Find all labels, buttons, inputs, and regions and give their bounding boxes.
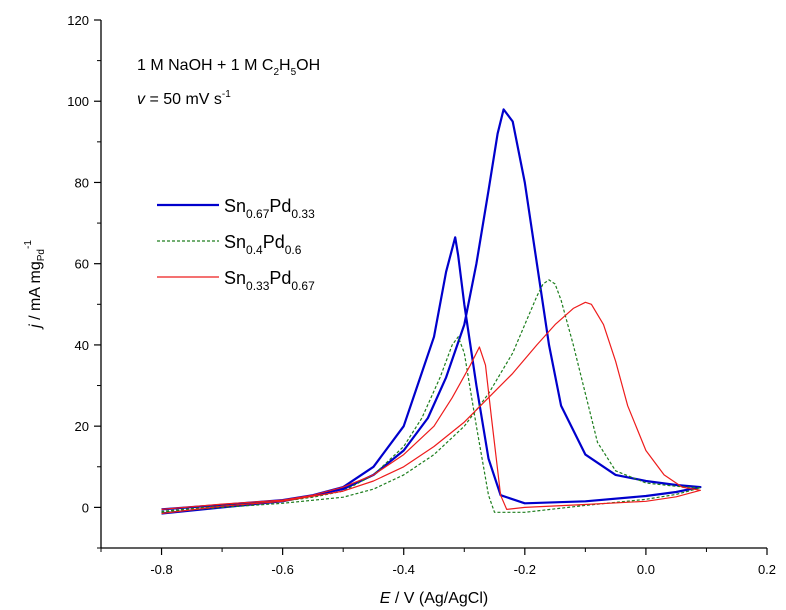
legend-label-text: Sn [224,196,246,216]
y-axis-label-subscript: Pd [36,249,47,261]
series-line [161,108,702,515]
x-axis-label: E / V (Ag/AgCl) [380,590,488,607]
legend-label-text: Pd [269,268,291,288]
legend-label-text: Sn [224,232,246,252]
annotation-superscript: -1 [222,89,231,100]
annotation-electrolyte: 1 M NaOH + 1 M C2H5OH [137,57,320,78]
x-tick-label: -0.4 [393,562,415,577]
legend-label-text: Sn [224,268,246,288]
x-tick-label: 0.2 [758,562,776,577]
legend-label-subscript: 0.67 [291,279,315,293]
axes: -0.8 -0.6 -0.4 -0.2 0.0 0.2 0 20 40 60 80 100 120 E /… [23,13,776,607]
annotation-text: = 50 mV s [145,91,222,108]
y-tick-label: 0 [82,500,89,515]
annotation-text: H [279,57,291,74]
x-axis-label-symbol: E [380,590,391,607]
legend-label-subscript: 0.67 [246,207,270,221]
y-axis-label-text: / mA mg [27,261,44,324]
y-tick-label: 40 [75,338,89,353]
y-axis-label-superscript: -1 [23,240,34,249]
y-tick-label: 100 [67,94,89,109]
annotation-subscript: 2 [273,67,279,78]
y-tick-label: 80 [75,175,89,190]
annotation-scan-rate: v = 50 mV s-1 [137,89,231,108]
y-tick-label: 20 [75,419,89,434]
legend-label: Sn0.4Pd0.6 [224,232,302,257]
legend-label: Sn0.67Pd0.33 [224,196,315,221]
annotation-symbol: v [137,91,146,108]
series-line [161,301,701,515]
series-line [161,279,701,513]
legend-label: Sn0.33Pd0.67 [224,268,315,293]
x-tick-label: -0.6 [271,562,293,577]
y-axis-label: j / mA mgPd-1 [23,240,47,330]
legend-label-subscript: 0.33 [291,207,315,221]
legend-label-subscript: 0.6 [285,243,302,257]
y-tick-label: 120 [67,13,89,28]
x-tick-label: -0.8 [150,562,172,577]
annotation-text: OH [296,57,320,74]
legend-label-subscript: 0.33 [246,279,270,293]
legend-label-text: Pd [269,196,291,216]
legend-label-subscript: 0.4 [246,243,263,257]
x-tick-label: 0.0 [637,562,655,577]
legend-label-text: Pd [263,232,285,252]
annotations: 1 M NaOH + 1 M C2H5OH v = 50 mV s-1 [137,57,320,108]
x-axis-label-text: / V (Ag/AgCl) [390,590,488,607]
plot-lines [161,108,702,515]
y-tick-label: 60 [75,257,89,272]
x-tick-label: -0.2 [514,562,536,577]
y-axis-label-symbol: j [27,324,44,330]
annotation-text: 1 M NaOH + 1 M C [137,57,273,74]
annotation-subscript: 5 [291,67,297,78]
